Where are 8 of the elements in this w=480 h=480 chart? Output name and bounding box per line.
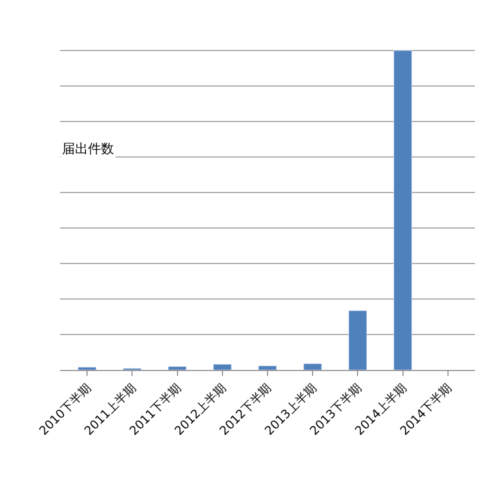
bar (213, 364, 232, 370)
annotation: 届出件数 (62, 142, 114, 157)
bar (394, 50, 412, 370)
bar (348, 310, 367, 370)
bar (258, 366, 277, 370)
bar (168, 366, 187, 370)
bar (78, 366, 96, 370)
bar (303, 363, 322, 370)
